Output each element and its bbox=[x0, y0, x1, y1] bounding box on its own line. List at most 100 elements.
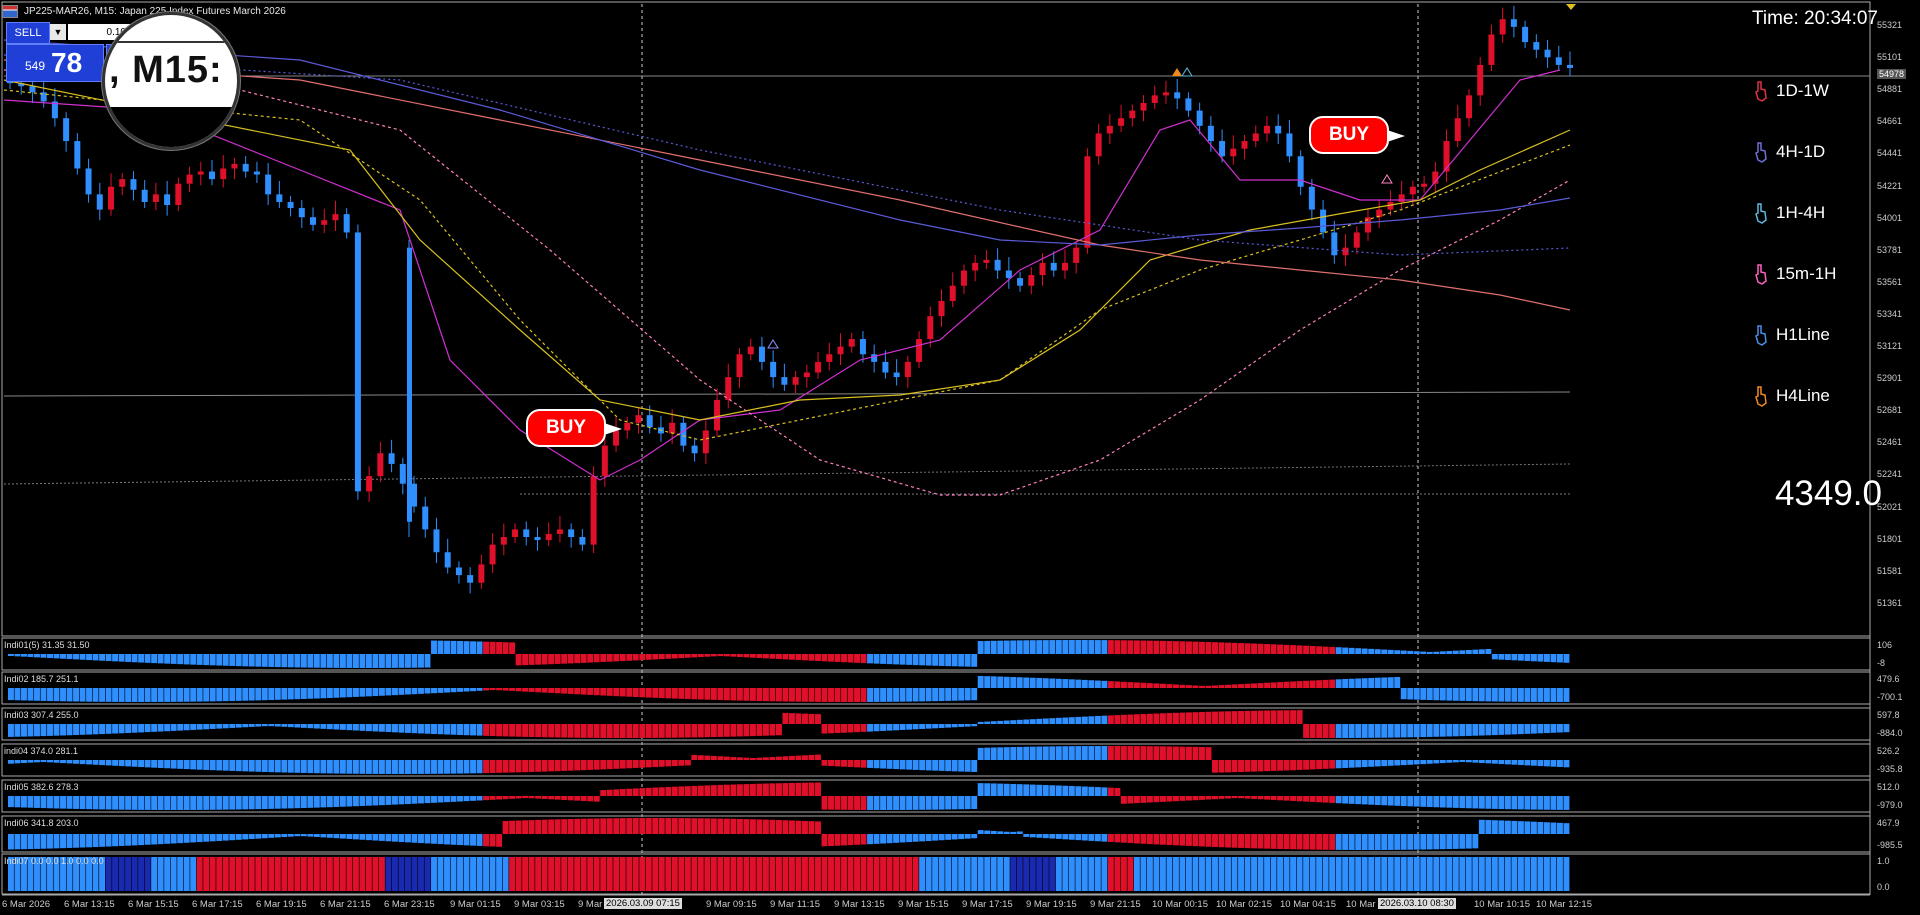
indicator-bar bbox=[600, 857, 607, 891]
indicator-bar bbox=[424, 834, 431, 844]
indicator-bar bbox=[1420, 688, 1427, 700]
indicator-bar bbox=[313, 724, 320, 729]
indicator-bar bbox=[893, 796, 900, 810]
indicator-bar bbox=[359, 834, 366, 840]
indicator-bar bbox=[144, 724, 151, 733]
indicator-bar bbox=[131, 857, 138, 891]
indicator-bar bbox=[808, 857, 815, 891]
indicator-bar bbox=[463, 760, 470, 774]
indicator-bar bbox=[762, 819, 769, 834]
candle-body bbox=[1409, 186, 1416, 195]
indicator-bar bbox=[131, 796, 138, 810]
indicator-bar bbox=[450, 688, 457, 693]
indicator-bar bbox=[287, 688, 294, 700]
candle-body bbox=[1477, 64, 1484, 96]
timeframe-item-1d-1w[interactable]: 1D-1W bbox=[1754, 76, 1894, 106]
price-tick-label: 53341 bbox=[1877, 308, 1903, 319]
indicator-bar bbox=[1127, 714, 1134, 724]
indicator-bar bbox=[1153, 640, 1160, 654]
indicator-bar bbox=[8, 654, 14, 656]
indicator-bar bbox=[1212, 711, 1218, 724]
ma-line-magenta bbox=[3, 69, 1561, 481]
indicator-bar bbox=[47, 857, 53, 891]
indicator-bar bbox=[1010, 857, 1017, 891]
candle-body bbox=[231, 163, 238, 169]
signal-arrow-icon bbox=[1181, 67, 1193, 77]
indicator-bar bbox=[378, 760, 385, 774]
lot-dropdown-icon[interactable]: ▼ bbox=[50, 24, 66, 40]
lot-size-input[interactable] bbox=[68, 24, 130, 40]
indicator-bar bbox=[398, 834, 405, 843]
timeframe-item-15m-1h[interactable]: 15m-1H bbox=[1754, 259, 1894, 289]
indicator-bar bbox=[723, 857, 730, 891]
indicator-bar bbox=[1277, 857, 1284, 891]
indicator-bar bbox=[1231, 796, 1238, 799]
indicator-bar bbox=[1556, 822, 1563, 834]
indicator-bar bbox=[424, 796, 431, 804]
indicator-bar bbox=[1322, 724, 1329, 738]
indicator-bar bbox=[873, 796, 880, 810]
indicator-bar bbox=[1459, 724, 1466, 737]
indicator-bar bbox=[704, 857, 711, 891]
timeframe-item-h4line[interactable]: H4Line bbox=[1754, 381, 1894, 411]
indicator-bar bbox=[964, 760, 971, 772]
indicator-bar bbox=[619, 724, 626, 738]
indicator-bar bbox=[502, 820, 509, 834]
indicator-bar bbox=[1049, 834, 1056, 839]
indicator-bar bbox=[437, 688, 444, 693]
indicator-bar bbox=[665, 724, 672, 738]
indicator-bar bbox=[53, 724, 60, 736]
indicator-bar bbox=[1329, 724, 1336, 738]
indicator-bar bbox=[437, 857, 444, 891]
indicator-bar bbox=[60, 724, 66, 736]
indicator-bar bbox=[1433, 857, 1440, 891]
indicator-bar bbox=[476, 641, 483, 654]
price-tick-label: 55101 bbox=[1877, 52, 1903, 63]
indicator-bar bbox=[79, 857, 86, 891]
indicator-bar bbox=[697, 688, 704, 700]
indicator-bar bbox=[170, 834, 177, 844]
indicator-bar bbox=[53, 688, 60, 702]
indicator-bar bbox=[1348, 796, 1355, 804]
indicator-bar bbox=[372, 796, 379, 806]
indicator-bar bbox=[112, 834, 119, 847]
candle-body bbox=[287, 201, 294, 209]
indicator-bar bbox=[1394, 834, 1401, 850]
magnifier-chart-area bbox=[105, 107, 237, 147]
indicator-bar bbox=[326, 834, 333, 838]
indicator-bar bbox=[834, 857, 841, 891]
indicator-bar bbox=[450, 796, 457, 802]
indicator-bar bbox=[1133, 746, 1140, 760]
indicator-bar bbox=[144, 688, 151, 702]
indicator-bar bbox=[1101, 834, 1108, 842]
candle-body bbox=[1129, 110, 1136, 119]
indicator-bar bbox=[1478, 724, 1485, 736]
indicator-bar bbox=[352, 796, 359, 807]
indicator-bar bbox=[639, 857, 646, 891]
indicator-bar bbox=[73, 688, 79, 702]
indicator-bar bbox=[997, 831, 1004, 834]
crosshair-date-label: 2026.03.09 07:15 bbox=[604, 898, 682, 909]
bid-price-button[interactable]: 549 78 bbox=[6, 44, 104, 82]
indicator-bar bbox=[554, 819, 561, 834]
indicator-bar bbox=[183, 724, 190, 731]
indicator-axis-top: 512.0 bbox=[1877, 782, 1900, 792]
indicator-bar bbox=[470, 760, 476, 774]
indicator-bar bbox=[1179, 641, 1186, 654]
indicator-bar bbox=[691, 785, 698, 796]
indicator-bar bbox=[580, 654, 587, 663]
sell-button[interactable]: SELL bbox=[6, 22, 50, 44]
indicator-bar bbox=[1192, 641, 1199, 654]
indicator-bar bbox=[177, 834, 184, 844]
timeframe-item-1h-4h[interactable]: 1H-4H bbox=[1754, 198, 1894, 228]
indicator-bar bbox=[1003, 676, 1010, 688]
indicator-bar bbox=[164, 724, 171, 732]
indicator-bar bbox=[606, 688, 613, 696]
candle-body bbox=[343, 214, 350, 233]
date-tick-label: 10 Mar 10:15 bbox=[1474, 899, 1530, 910]
timeframe-item-4h-1d[interactable]: 4H-1D bbox=[1754, 137, 1894, 167]
indicator-bar bbox=[867, 857, 874, 891]
indicator-bar bbox=[170, 688, 177, 702]
timeframe-item-h1line[interactable]: H1Line bbox=[1754, 320, 1894, 350]
